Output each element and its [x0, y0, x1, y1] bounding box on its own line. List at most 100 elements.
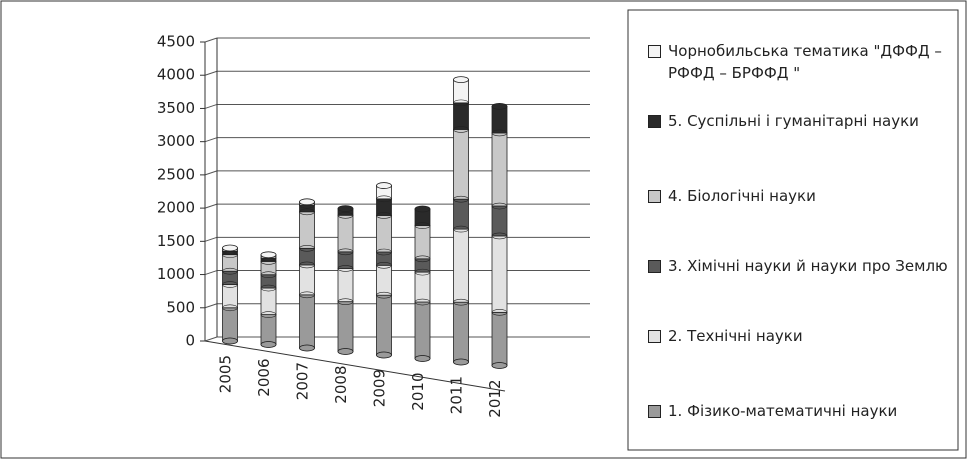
- segment-edge: [376, 291, 392, 299]
- y-tick-label: 1000: [157, 265, 195, 283]
- bar-segment: [491, 105, 508, 134]
- y-tick-label: 1500: [157, 232, 195, 250]
- bar-cap: [491, 102, 508, 110]
- segment-edge: [414, 222, 431, 229]
- legend-entry: 2. Технічні науки: [648, 325, 948, 347]
- bar-segment: [491, 311, 508, 366]
- y-tick-label: 4500: [157, 33, 195, 51]
- segment-edge: [453, 298, 469, 306]
- bar-cap: [222, 244, 238, 252]
- segment-edge: [337, 211, 354, 219]
- bar-segment: [491, 205, 508, 237]
- segment-edge: [491, 309, 508, 316]
- bar-segment: [222, 307, 238, 342]
- grid-line: [204, 336, 218, 342]
- bar-segment: [299, 264, 315, 296]
- bar-segment: [453, 79, 469, 104]
- segment-edge: [376, 212, 392, 219]
- grid-line: [204, 170, 218, 176]
- legend-entry: Чорнобильська тематика "ДФФД – РФФД – БР…: [648, 40, 948, 84]
- legend-entry: 5. Суспільні і гуманітарні науки: [648, 110, 948, 132]
- bar-cap: [414, 205, 431, 213]
- grid-line: [204, 303, 218, 309]
- grid-line: [204, 70, 218, 76]
- segment-edge: [491, 202, 508, 210]
- legend-label: 5. Суспільні і гуманітарні науки: [668, 112, 919, 130]
- bar-segment: [337, 301, 354, 352]
- segment-edge: [491, 129, 508, 137]
- grid-line: [204, 137, 218, 143]
- bar-segment: [414, 271, 431, 303]
- bar-segment: [491, 235, 508, 313]
- bar-segment: [299, 204, 315, 213]
- bar-segment: [453, 301, 469, 363]
- legend-entry: 1. Фізико-математичні науки: [648, 400, 948, 422]
- legend-label: Чорнобильська тематика "ДФФД – РФФД – БР…: [668, 42, 942, 82]
- legend-label: 3. Хімічні науки й науки про Землю: [668, 257, 948, 275]
- x-tick-label: 2008: [332, 366, 350, 404]
- bar-segment: [414, 301, 431, 359]
- segment-edge: [376, 248, 392, 256]
- grid-line: [204, 103, 218, 109]
- y-tick-label: 3500: [157, 99, 195, 117]
- segment-edge: [260, 271, 277, 279]
- segment-edge: [414, 298, 431, 306]
- bar-segment: [453, 198, 469, 230]
- bar-foot: [491, 362, 508, 369]
- y-tick-label: 4000: [157, 66, 195, 84]
- segment-edge: [222, 281, 238, 288]
- legend-entry: 3. Хімічні науки й науки про Землю: [648, 255, 948, 277]
- bar-segment: [453, 102, 469, 130]
- legend-label: 1. Фізико-математичні науки: [668, 402, 898, 420]
- bar-segment: [376, 264, 392, 296]
- y-tick-label: 2000: [157, 199, 195, 217]
- bar-cap: [260, 251, 277, 259]
- segment-edge: [337, 265, 354, 272]
- legend-box: [627, 9, 959, 451]
- grid-line: [204, 203, 218, 209]
- x-tick-label: 2006: [255, 359, 273, 397]
- legend-swatch: [648, 330, 661, 343]
- segment-edge: [414, 268, 431, 276]
- bar-foot: [299, 344, 315, 352]
- bar-segment: [337, 214, 354, 253]
- bar-segment: [299, 211, 315, 249]
- y-tick-label: 3000: [157, 132, 195, 150]
- bar-foot: [376, 351, 392, 359]
- x-axis: [204, 340, 506, 392]
- bar-foot: [260, 341, 277, 348]
- legend-swatch: [648, 45, 661, 58]
- segment-edge: [260, 284, 277, 292]
- segment-edge: [299, 261, 315, 269]
- bar-segment: [414, 225, 431, 260]
- legend-swatch: [648, 405, 661, 418]
- segment-edge: [491, 232, 508, 240]
- x-tick-label: 2009: [371, 369, 389, 407]
- bar-cap: [337, 205, 354, 213]
- bar-foot: [337, 348, 354, 355]
- legend-label: 2. Технічні науки: [668, 327, 803, 345]
- x-tick-label: 2012: [486, 380, 504, 418]
- segment-edge: [299, 291, 315, 299]
- grid-line: [204, 270, 218, 276]
- y-tick-label: 0: [185, 332, 195, 350]
- segment-edge: [453, 126, 469, 133]
- segment-edge: [260, 311, 277, 318]
- segment-edge: [414, 255, 431, 263]
- segment-edge: [453, 99, 469, 107]
- bar-segment: [260, 287, 277, 315]
- segment-edge: [299, 208, 315, 216]
- bar-segment: [376, 294, 392, 356]
- bar-foot: [222, 337, 238, 345]
- bar-segment: [376, 215, 392, 253]
- bar-foot: [414, 355, 431, 362]
- segment-edge: [337, 248, 354, 256]
- legend-swatch: [648, 260, 661, 273]
- grid-line: [204, 236, 218, 242]
- legend-swatch: [648, 190, 661, 203]
- bar-segment: [260, 314, 277, 345]
- segment-edge: [222, 267, 238, 275]
